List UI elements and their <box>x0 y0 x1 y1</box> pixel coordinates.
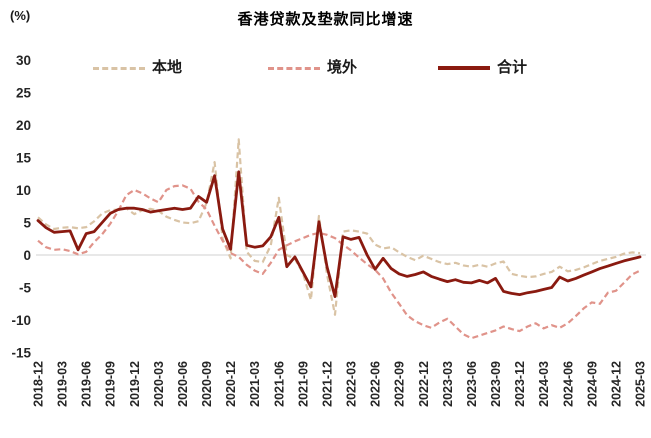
x-tick-label: 2019-09 <box>104 361 118 407</box>
x-tick-label: 2020-09 <box>200 361 214 407</box>
y-tick-label: 30 <box>16 53 31 68</box>
y-tick-label: 20 <box>16 118 31 133</box>
y-tick-label: -5 <box>19 280 31 295</box>
y-tick-label: 5 <box>23 215 31 230</box>
x-tick-label: 2020-12 <box>224 361 238 407</box>
x-tick-label: 2024-03 <box>537 361 551 407</box>
x-tick-label: 2021-09 <box>296 361 310 407</box>
x-tick-label: 2023-06 <box>465 361 479 407</box>
x-tick-label: 2024-06 <box>561 361 575 407</box>
y-tick-label: 10 <box>16 183 31 198</box>
legend-swatch-overseas-dashed-line <box>268 66 320 70</box>
x-tick-label: 2024-09 <box>585 361 599 407</box>
series-line-1 <box>37 184 641 340</box>
y-axis-unit-label: (%) <box>10 8 31 23</box>
legend-item-total: 合计 <box>438 60 527 76</box>
y-tick-label: -10 <box>11 313 31 328</box>
x-tick-label: 2018-12 <box>32 361 46 407</box>
chart-title: 香港贷款及垫款同比增速 <box>237 11 414 28</box>
legend-label-total: 合计 <box>497 59 528 76</box>
x-tick-label: 2022-06 <box>369 361 383 407</box>
x-tick-label: 2019-03 <box>56 361 70 407</box>
x-tick-label: 2022-09 <box>393 361 407 407</box>
x-tick-label: 2022-03 <box>345 361 359 407</box>
x-tick-label: 2020-06 <box>176 361 190 407</box>
x-tick-label: 2023-03 <box>441 361 455 407</box>
x-tick-label: 2019-12 <box>128 361 142 407</box>
legend-label-local: 本地 <box>152 59 183 76</box>
x-tick-label: 2021-12 <box>320 361 334 407</box>
legend-item-local: 本地 <box>93 60 182 76</box>
y-tick-label: 15 <box>16 150 32 165</box>
y-tick-label: 0 <box>23 248 31 263</box>
legend-label-overseas: 境外 <box>327 59 358 76</box>
x-tick-label: 2024-12 <box>609 361 623 407</box>
y-tick-label: -15 <box>11 345 31 360</box>
legend-swatch-total-solid-line <box>438 66 490 70</box>
y-tick-label: 25 <box>16 85 32 100</box>
legend-item-overseas: 境外 <box>268 60 357 76</box>
x-tick-label: 2022-12 <box>417 361 431 407</box>
x-tick-label: 2023-09 <box>489 361 503 407</box>
x-tick-label: 2019-06 <box>80 361 94 407</box>
x-tick-label: 2023-12 <box>513 361 527 407</box>
x-tick-label: 2020-03 <box>152 361 166 407</box>
x-tick-label: 2021-03 <box>248 361 262 407</box>
legend-swatch-local-dashed-line <box>93 66 145 70</box>
x-tick-label: 2021-06 <box>272 361 286 407</box>
x-tick-label: 2025-03 <box>634 361 648 407</box>
series-line-2 <box>36 170 642 299</box>
